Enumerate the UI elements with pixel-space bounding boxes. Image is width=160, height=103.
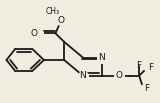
Text: N: N — [98, 53, 105, 62]
Text: N: N — [80, 71, 86, 80]
Text: F: F — [136, 61, 142, 70]
Text: F: F — [144, 84, 149, 94]
Text: O: O — [58, 16, 65, 25]
Text: CH₃: CH₃ — [46, 7, 60, 16]
Text: O: O — [115, 71, 122, 80]
Text: O: O — [30, 29, 37, 38]
Text: F: F — [148, 63, 154, 72]
